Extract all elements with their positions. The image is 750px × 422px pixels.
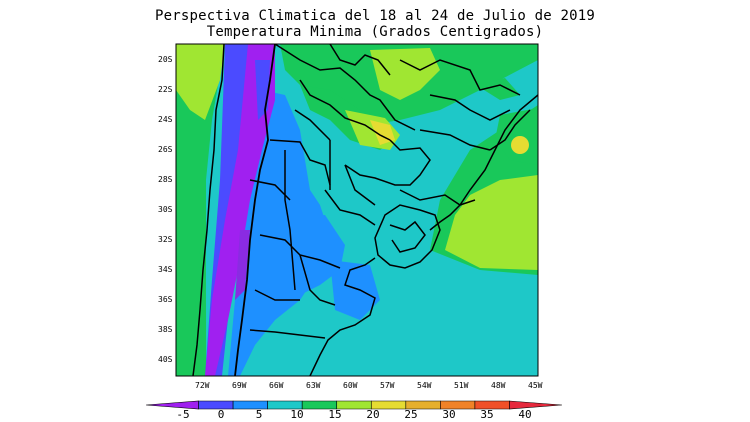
lon-label: 45W [528, 381, 543, 390]
country-borders [192, 44, 538, 376]
colorbar-tick: 30 [442, 408, 455, 421]
colorbar-segment [145, 400, 199, 410]
lat-label: 28S [158, 175, 173, 184]
map-frame [175, 43, 539, 377]
colorbar-ticks: -5 0 5 10 15 20 25 30 35 40 [176, 408, 531, 421]
latitude-labels: 20S 22S 24S 26S 28S 30S 32S 34S 36S 38S … [158, 55, 173, 364]
colorbar-tick: -5 [176, 408, 189, 421]
lat-label: 36S [158, 295, 173, 304]
lat-label: 22S [158, 85, 173, 94]
lat-label: 20S [158, 55, 173, 64]
map-subtitle: Temperatura Minima (Grados Centigrados) [206, 24, 544, 40]
colorbar-tick: 40 [518, 408, 531, 421]
lat-label: 34S [158, 265, 173, 274]
lon-label: 51W [454, 381, 469, 390]
lon-label: 57W [380, 381, 395, 390]
colorbar-segment [198, 400, 234, 410]
colorbar-tick: 25 [404, 408, 417, 421]
lat-label: 26S [158, 145, 173, 154]
map-title: Perspectiva Climatica del 18 al 24 de Ju… [154, 8, 596, 24]
colorbar [145, 400, 563, 410]
lon-label: 48W [491, 381, 506, 390]
lat-label: 24S [158, 115, 173, 124]
colorbar-tick: 20 [366, 408, 379, 421]
lon-label: 66W [269, 381, 284, 390]
colorbar-tick: 35 [480, 408, 493, 421]
colorbar-segment [509, 400, 563, 410]
lon-label: 63W [306, 381, 321, 390]
longitude-labels: 72W 69W 66W 63W 60W 57W 54W 51W 48W 45W [195, 381, 543, 390]
lon-label: 69W [232, 381, 247, 390]
temperature-fill [176, 44, 538, 376]
lon-label: 54W [417, 381, 432, 390]
colorbar-tick: 5 [256, 408, 263, 421]
colorbar-tick: 15 [328, 408, 341, 421]
lat-label: 32S [158, 235, 173, 244]
colorbar-tick: 10 [290, 408, 303, 421]
lon-label: 60W [343, 381, 358, 390]
lat-label: 30S [158, 205, 173, 214]
lat-label: 40S [158, 355, 173, 364]
colorbar-tick: 0 [218, 408, 225, 421]
lon-label: 72W [195, 381, 210, 390]
lat-label: 38S [158, 325, 173, 334]
colorbar-segment [232, 400, 268, 410]
